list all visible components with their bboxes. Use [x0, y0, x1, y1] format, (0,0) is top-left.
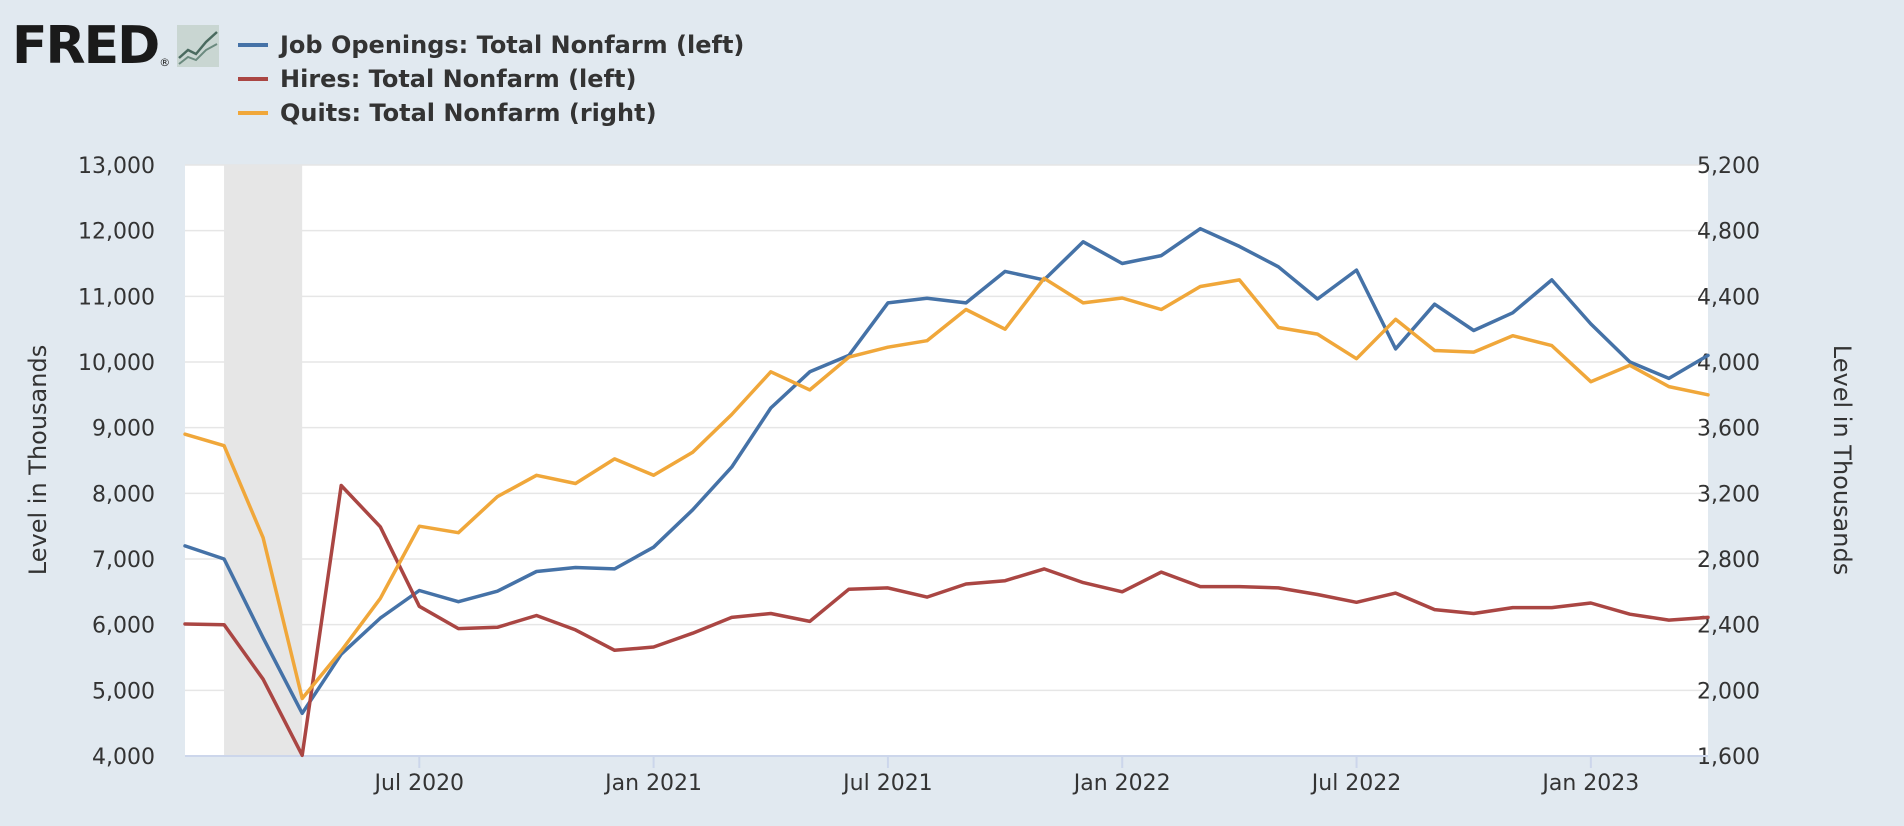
- y-left-tick-label: 8,000: [92, 482, 155, 507]
- legend-label: Job Openings: Total Nonfarm (left): [280, 31, 745, 59]
- y-left-tick-label: 4,000: [92, 745, 155, 770]
- y-left-tick-label: 9,000: [92, 417, 155, 442]
- y-right-tick-label: 3,200: [1697, 482, 1760, 507]
- series-line: [183, 276, 1710, 701]
- series-line: [183, 226, 1710, 716]
- y-left-tick-label: 10,000: [78, 351, 155, 376]
- x-tick-label: Jan 2023: [1540, 771, 1639, 796]
- y-left-tick-label: 6,000: [92, 614, 155, 639]
- fred-logo-text: FRED: [12, 16, 160, 76]
- legend-label: Quits: Total Nonfarm (right): [280, 99, 657, 127]
- graph-icon: [177, 25, 220, 67]
- chart-legend: Job Openings: Total Nonfarm (left) Hires…: [238, 28, 744, 130]
- y-axis-left-label: Level in Thousands: [24, 345, 52, 575]
- y-right-tick-label: 2,000: [1697, 679, 1760, 704]
- legend-item[interactable]: Job Openings: Total Nonfarm (left): [238, 28, 744, 62]
- x-tick-label: Jul 2021: [841, 771, 933, 796]
- y-left-tick-label: 11,000: [78, 285, 155, 310]
- x-tick-label: Jan 2021: [603, 771, 702, 796]
- registered-mark: ®: [159, 56, 171, 69]
- x-tick-label: Jan 2022: [1072, 771, 1171, 796]
- y-right-tick-label: 1,600: [1697, 745, 1760, 770]
- y-right-tick-label: 2,800: [1697, 548, 1760, 573]
- y-right-tick-label: 4,400: [1697, 285, 1760, 310]
- x-tick-label: Jul 2022: [1310, 771, 1402, 796]
- y-left-tick-label: 12,000: [78, 220, 155, 245]
- y-right-tick-label: 3,600: [1697, 417, 1760, 442]
- fred-logo: FRED ®: [12, 18, 220, 74]
- legend-label: Hires: Total Nonfarm (left): [280, 65, 637, 93]
- y-right-tick-label: 5,200: [1697, 154, 1760, 179]
- legend-swatch: [238, 77, 268, 81]
- y-axis-right-label: Level in Thousands: [1828, 345, 1856, 575]
- y-right-tick-label: 4,800: [1697, 220, 1760, 245]
- y-left-tick-label: 7,000: [92, 548, 155, 573]
- legend-swatch: [238, 111, 268, 115]
- legend-item[interactable]: Quits: Total Nonfarm (right): [238, 96, 744, 130]
- y-left-tick-label: 5,000: [92, 679, 155, 704]
- x-tick-label: Jul 2020: [373, 771, 465, 796]
- series-line: [183, 483, 1710, 758]
- legend-swatch: [238, 43, 268, 47]
- recession-shading: [224, 165, 303, 756]
- y-left-tick-label: 13,000: [78, 154, 155, 179]
- legend-item[interactable]: Hires: Total Nonfarm (left): [238, 62, 744, 96]
- plot-area: [185, 165, 1708, 756]
